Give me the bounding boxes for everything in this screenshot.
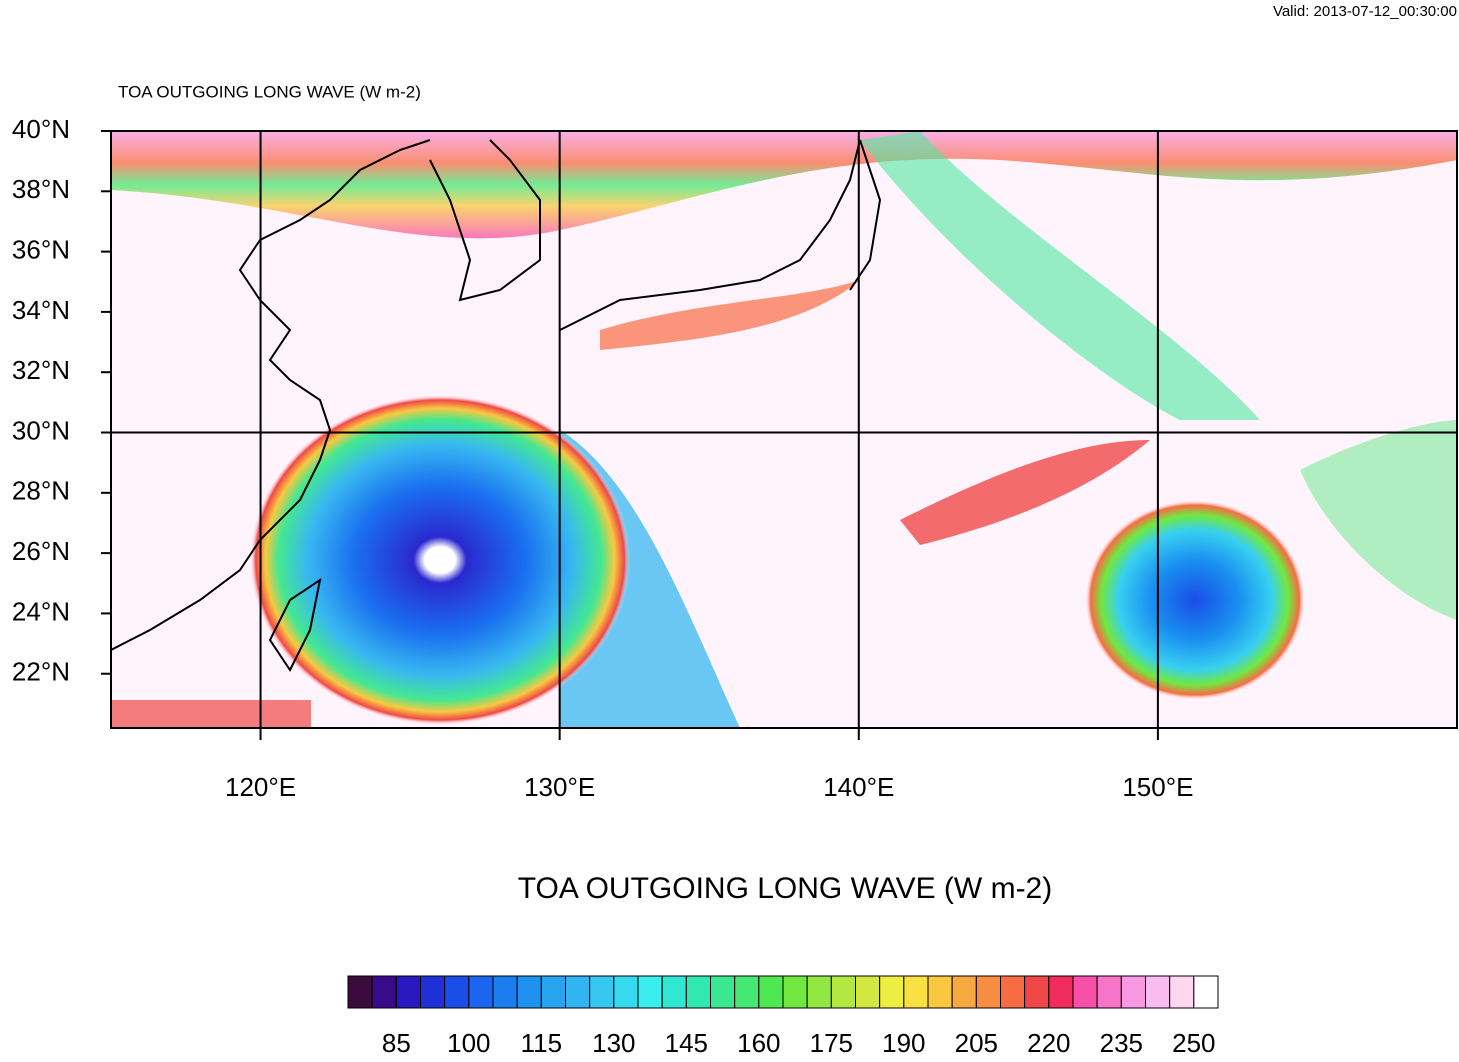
colorbar-box bbox=[347, 975, 373, 1009]
colorbar-box bbox=[1193, 975, 1219, 1009]
colorbar-box bbox=[589, 975, 615, 1009]
colorbar-box bbox=[613, 975, 639, 1009]
colorbar-label: 130 bbox=[592, 1028, 635, 1057]
colorbar-box bbox=[903, 975, 929, 1009]
x-tick-label: 120°E bbox=[225, 772, 296, 802]
y-tick-label: 40°N bbox=[12, 114, 70, 144]
colorbar-label: 190 bbox=[882, 1028, 925, 1057]
x-tick-label: 140°E bbox=[823, 772, 894, 802]
colorbar-box bbox=[1169, 975, 1195, 1009]
colorbar-box bbox=[951, 975, 977, 1009]
y-tick-label: 30°N bbox=[12, 415, 70, 445]
colorbar-label: 85 bbox=[382, 1028, 411, 1057]
colorbar-box bbox=[468, 975, 494, 1009]
x-tick-label: 130°E bbox=[524, 772, 595, 802]
colorbar-box bbox=[1048, 975, 1074, 1009]
y-tick-label: 24°N bbox=[12, 596, 70, 626]
colorbar-box bbox=[516, 975, 542, 1009]
colorbar-label: 160 bbox=[737, 1028, 780, 1057]
colorbar-box bbox=[1072, 975, 1098, 1009]
colorbar-box bbox=[1096, 975, 1122, 1009]
y-tick-label: 22°N bbox=[12, 657, 70, 687]
colorbar-box bbox=[734, 975, 760, 1009]
colorbar-box bbox=[1120, 975, 1147, 1009]
colorbar-box bbox=[927, 975, 953, 1009]
colorbar-label: 205 bbox=[955, 1028, 998, 1057]
colorbar-box bbox=[661, 975, 687, 1009]
colorbar-box bbox=[975, 975, 1001, 1009]
olr-field bbox=[111, 131, 1457, 728]
colorbar-label: 220 bbox=[1027, 1028, 1070, 1057]
colorbar-box bbox=[1024, 975, 1050, 1009]
colorbar-box bbox=[855, 975, 881, 1009]
valid-time: Valid: 2013-07-12_00:30:00 bbox=[1273, 3, 1457, 20]
colorbar-label: 145 bbox=[665, 1028, 708, 1057]
y-tick-label: 28°N bbox=[12, 476, 70, 506]
y-tick-label: 26°N bbox=[12, 536, 70, 566]
colorbar-box bbox=[1145, 975, 1171, 1009]
colorbar-box bbox=[565, 975, 591, 1009]
map-title: TOA OUTGOING LONG WAVE (W m-2) bbox=[118, 82, 421, 101]
colorbar-box bbox=[782, 975, 808, 1009]
colorbar-box bbox=[879, 975, 905, 1009]
colorbar-box bbox=[492, 975, 518, 1009]
colorbar-box bbox=[758, 975, 784, 1009]
colorbar-label: 100 bbox=[447, 1028, 490, 1057]
map-frame bbox=[110, 130, 1458, 729]
colorbar-box bbox=[710, 975, 736, 1009]
colorbar-label: 175 bbox=[810, 1028, 853, 1057]
x-tick-label: 150°E bbox=[1122, 772, 1193, 802]
colorbar-box bbox=[444, 975, 470, 1009]
colorbar-title: TOA OUTGOING LONG WAVE (W m-2) bbox=[518, 872, 1052, 905]
colorbar-box bbox=[371, 975, 397, 1009]
y-tick-label: 38°N bbox=[12, 174, 70, 204]
colorbar-box bbox=[540, 975, 566, 1009]
colorbar-box bbox=[395, 975, 422, 1009]
colorbar-label: 250 bbox=[1172, 1028, 1215, 1057]
colorbar-box bbox=[1000, 975, 1026, 1009]
colorbar-box bbox=[685, 975, 711, 1009]
colorbar-box bbox=[420, 975, 446, 1009]
colorbar-box bbox=[806, 975, 832, 1009]
colorbar-box bbox=[637, 975, 663, 1009]
colorbar-label: 115 bbox=[521, 1028, 562, 1057]
y-tick-label: 34°N bbox=[12, 295, 70, 325]
colorbar-label: 235 bbox=[1100, 1028, 1143, 1057]
colorbar-box bbox=[830, 975, 856, 1009]
y-tick-label: 36°N bbox=[12, 234, 70, 264]
y-tick-label: 32°N bbox=[12, 355, 70, 385]
